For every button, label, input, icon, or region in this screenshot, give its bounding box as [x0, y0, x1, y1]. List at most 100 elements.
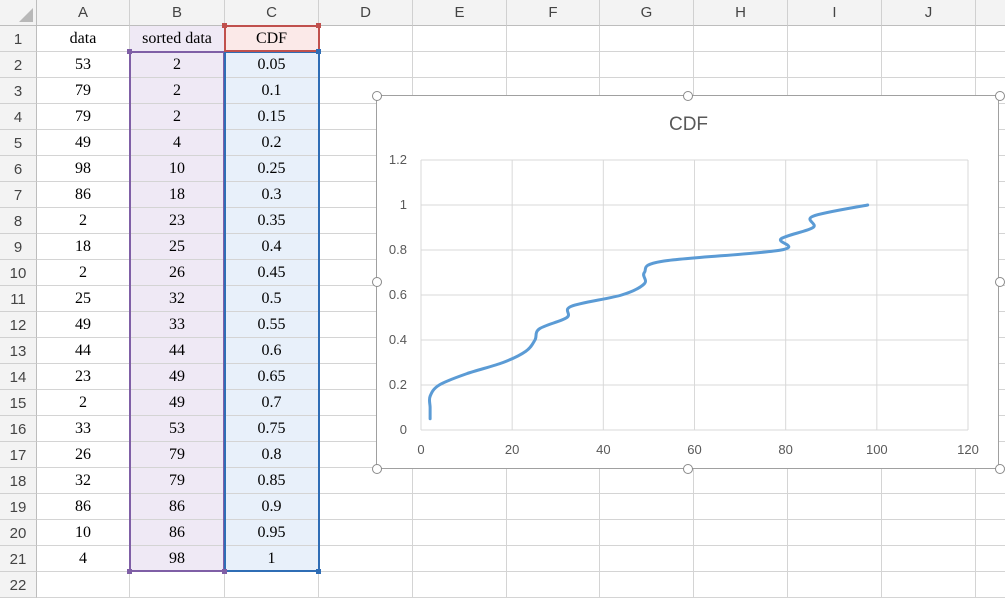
- cell-a5[interactable]: 49: [37, 130, 130, 156]
- cell-b2[interactable]: 2: [130, 52, 225, 78]
- cell-a11[interactable]: 25: [37, 286, 130, 312]
- cell-d22[interactable]: [319, 572, 413, 598]
- cell-e20[interactable]: [413, 520, 507, 546]
- column-header-h[interactable]: H: [694, 0, 788, 26]
- chart-resize-handle[interactable]: [995, 91, 1005, 101]
- cell-j1[interactable]: [882, 26, 976, 52]
- row-header-10[interactable]: 10: [0, 260, 37, 286]
- cell-d20[interactable]: [319, 520, 413, 546]
- cell-c15[interactable]: 0.7: [225, 390, 319, 416]
- cell-b14[interactable]: 49: [130, 364, 225, 390]
- cell-c10[interactable]: 0.45: [225, 260, 319, 286]
- cell-f21[interactable]: [507, 546, 600, 572]
- cell-g19[interactable]: [600, 494, 694, 520]
- cell-b12[interactable]: 33: [130, 312, 225, 338]
- cell-i20[interactable]: [788, 520, 882, 546]
- cell-c9[interactable]: 0.4: [225, 234, 319, 260]
- cell-f18[interactable]: [507, 468, 600, 494]
- cell-g18[interactable]: [600, 468, 694, 494]
- cell-a1[interactable]: data: [37, 26, 130, 52]
- cell-b13[interactable]: 44: [130, 338, 225, 364]
- column-header-f[interactable]: F: [507, 0, 600, 26]
- cell-h20[interactable]: [694, 520, 788, 546]
- cell-a8[interactable]: 2: [37, 208, 130, 234]
- row-header-4[interactable]: 4: [0, 104, 37, 130]
- cell-e1[interactable]: [413, 26, 507, 52]
- chart-resize-handle[interactable]: [372, 91, 382, 101]
- cell-k18[interactable]: [976, 468, 1005, 494]
- cell-a21[interactable]: 4: [37, 546, 130, 572]
- cell-k2[interactable]: [976, 52, 1005, 78]
- cell-a6[interactable]: 98: [37, 156, 130, 182]
- cell-i21[interactable]: [788, 546, 882, 572]
- range-handle[interactable]: [316, 23, 321, 28]
- cell-c5[interactable]: 0.2: [225, 130, 319, 156]
- cell-a17[interactable]: 26: [37, 442, 130, 468]
- cell-c11[interactable]: 0.5: [225, 286, 319, 312]
- row-header-21[interactable]: 21: [0, 546, 37, 572]
- cell-a14[interactable]: 23: [37, 364, 130, 390]
- cell-b3[interactable]: 2: [130, 78, 225, 104]
- row-header-3[interactable]: 3: [0, 78, 37, 104]
- cell-a4[interactable]: 79: [37, 104, 130, 130]
- cell-a13[interactable]: 44: [37, 338, 130, 364]
- cell-b6[interactable]: 10: [130, 156, 225, 182]
- range-handle[interactable]: [127, 49, 132, 54]
- cell-a3[interactable]: 79: [37, 78, 130, 104]
- cell-i2[interactable]: [788, 52, 882, 78]
- cell-d2[interactable]: [319, 52, 413, 78]
- cell-b19[interactable]: 86: [130, 494, 225, 520]
- cell-b18[interactable]: 79: [130, 468, 225, 494]
- cell-d19[interactable]: [319, 494, 413, 520]
- range-handle[interactable]: [316, 49, 321, 54]
- cell-a19[interactable]: 86: [37, 494, 130, 520]
- cell-g21[interactable]: [600, 546, 694, 572]
- range-handle[interactable]: [222, 23, 227, 28]
- column-header-e[interactable]: E: [413, 0, 507, 26]
- cell-f20[interactable]: [507, 520, 600, 546]
- cell-a22[interactable]: [37, 572, 130, 598]
- row-header-2[interactable]: 2: [0, 52, 37, 78]
- cell-c1[interactable]: CDF: [225, 26, 319, 52]
- row-header-20[interactable]: 20: [0, 520, 37, 546]
- row-header-13[interactable]: 13: [0, 338, 37, 364]
- cell-g2[interactable]: [600, 52, 694, 78]
- range-handle[interactable]: [316, 569, 321, 574]
- cell-c8[interactable]: 0.35: [225, 208, 319, 234]
- cell-b4[interactable]: 2: [130, 104, 225, 130]
- chart-resize-handle[interactable]: [372, 464, 382, 474]
- cell-h1[interactable]: [694, 26, 788, 52]
- column-header-g[interactable]: G: [600, 0, 694, 26]
- column-header-k[interactable]: [976, 0, 1005, 26]
- cell-j2[interactable]: [882, 52, 976, 78]
- cell-b8[interactable]: 23: [130, 208, 225, 234]
- row-header-14[interactable]: 14: [0, 364, 37, 390]
- cell-e22[interactable]: [413, 572, 507, 598]
- select-all-corner[interactable]: [0, 0, 37, 26]
- cell-b10[interactable]: 26: [130, 260, 225, 286]
- cell-d21[interactable]: [319, 546, 413, 572]
- cell-e21[interactable]: [413, 546, 507, 572]
- cell-c3[interactable]: 0.1: [225, 78, 319, 104]
- column-header-i[interactable]: I: [788, 0, 882, 26]
- chart-resize-handle[interactable]: [995, 277, 1005, 287]
- row-header-16[interactable]: 16: [0, 416, 37, 442]
- row-header-11[interactable]: 11: [0, 286, 37, 312]
- row-header-15[interactable]: 15: [0, 390, 37, 416]
- chart-resize-handle[interactable]: [683, 91, 693, 101]
- cell-f1[interactable]: [507, 26, 600, 52]
- cell-b11[interactable]: 32: [130, 286, 225, 312]
- cell-c13[interactable]: 0.6: [225, 338, 319, 364]
- range-handle[interactable]: [222, 569, 227, 574]
- cell-i22[interactable]: [788, 572, 882, 598]
- cell-b7[interactable]: 18: [130, 182, 225, 208]
- cell-c17[interactable]: 0.8: [225, 442, 319, 468]
- row-header-7[interactable]: 7: [0, 182, 37, 208]
- cell-c16[interactable]: 0.75: [225, 416, 319, 442]
- cell-k22[interactable]: [976, 572, 1005, 598]
- chart-title[interactable]: CDF: [668, 114, 709, 135]
- cell-a15[interactable]: 2: [37, 390, 130, 416]
- cell-a18[interactable]: 32: [37, 468, 130, 494]
- column-header-a[interactable]: A: [37, 0, 130, 26]
- row-header-6[interactable]: 6: [0, 156, 37, 182]
